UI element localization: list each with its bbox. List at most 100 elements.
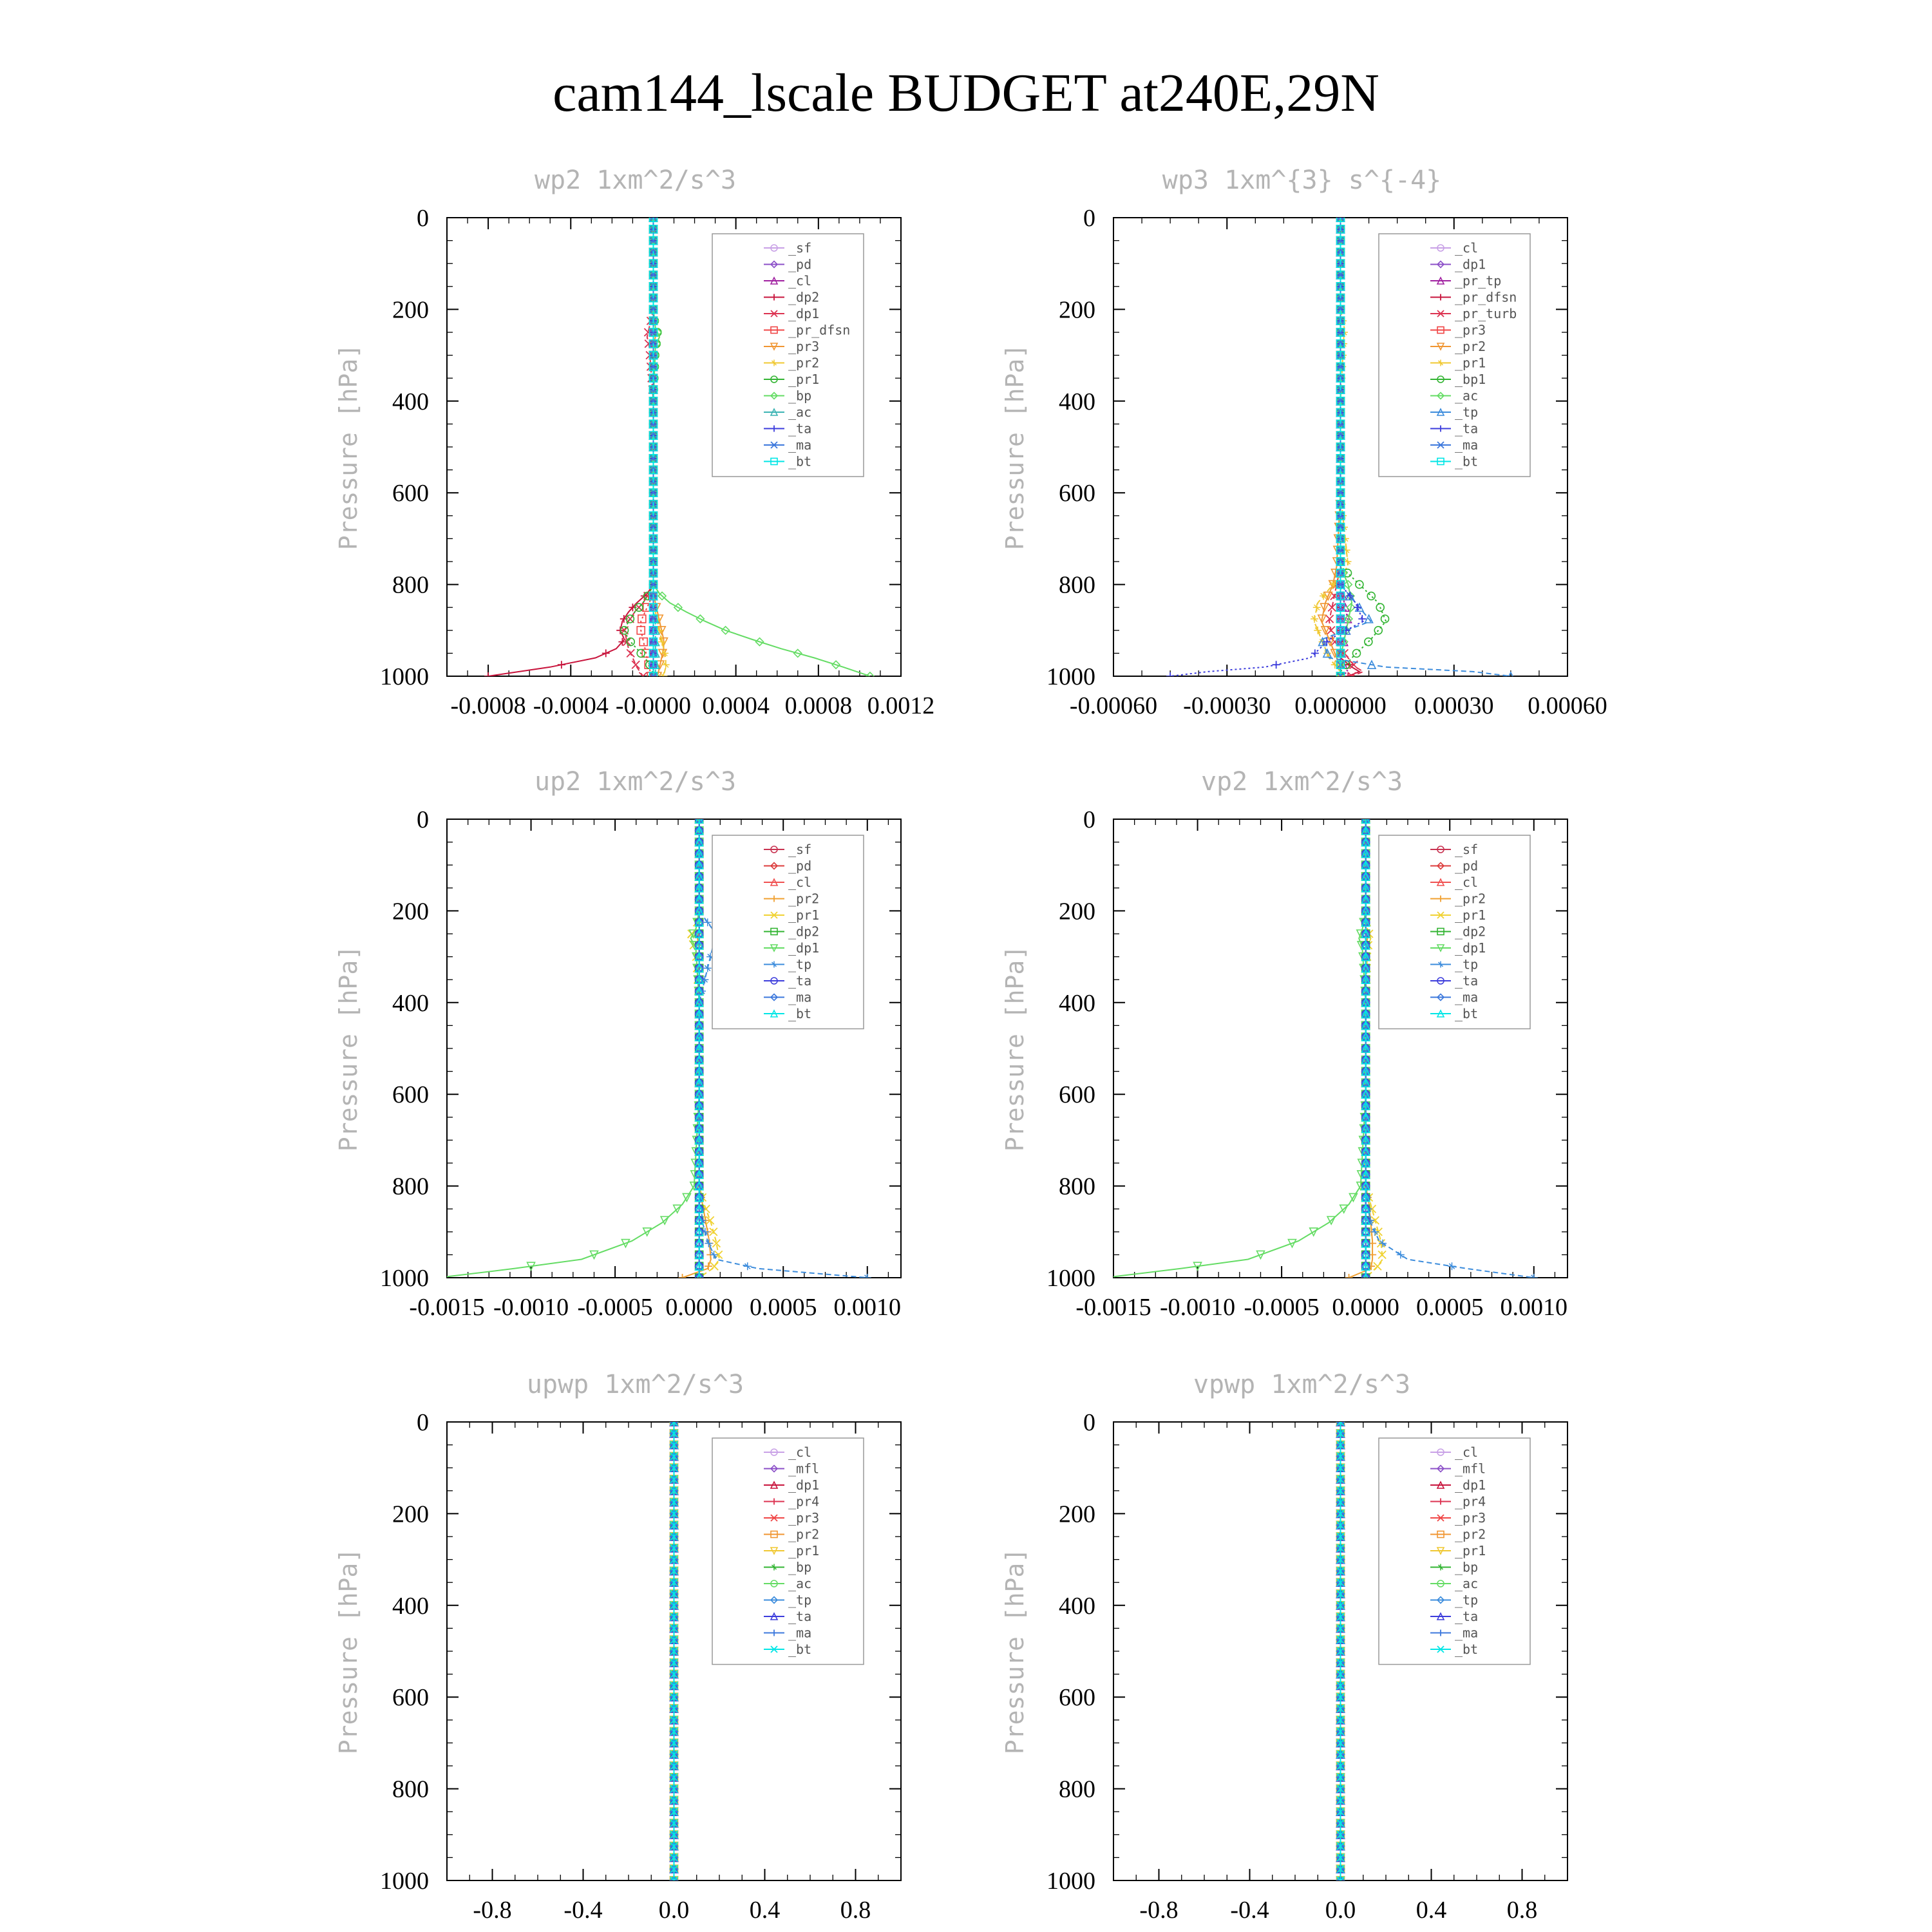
legend-marker (770, 408, 779, 416)
series-marker-bt (694, 1066, 704, 1076)
legend-marker (771, 961, 777, 968)
legend-label: _bt (788, 1642, 811, 1657)
legend-label: _pr3 (1455, 323, 1486, 338)
series-marker-bp (696, 614, 705, 624)
legend-label: _pd (788, 257, 811, 272)
legend-label: _sf (788, 240, 811, 256)
series-marker-bt (1336, 1566, 1345, 1576)
y-tick-label: 600 (1059, 1081, 1095, 1108)
series-marker-bt (669, 1589, 679, 1598)
series-marker-dp1 (1349, 1193, 1358, 1203)
series-marker-bt (1336, 270, 1345, 279)
series-marker-ma (649, 614, 658, 623)
legend-label: _pr1 (1455, 1543, 1486, 1558)
series-marker-bt (649, 534, 658, 544)
legend-marker (1437, 927, 1444, 936)
series-marker-ma (649, 419, 658, 429)
legend-marker (1437, 1645, 1444, 1653)
series-marker-bt (694, 1249, 704, 1260)
series-marker-bt (649, 316, 658, 326)
legend-label: _pd (1455, 858, 1478, 874)
series-marker-bt (1336, 614, 1345, 623)
series-marker-bt (649, 396, 658, 406)
series-marker-bt (694, 986, 704, 996)
series-marker-dp1 (621, 1238, 630, 1249)
legend-marker (1437, 1580, 1444, 1587)
series-marker-dp2 (601, 649, 610, 658)
series-marker-bt (694, 929, 704, 938)
series-marker-pr1 (710, 1262, 719, 1271)
series-marker-bt (1336, 1716, 1345, 1725)
legend-marker (770, 276, 779, 285)
series-marker-bp1 (1352, 649, 1361, 658)
legend-marker (770, 244, 778, 252)
series-marker-bt (1361, 837, 1370, 847)
series-marker-bt (1336, 1704, 1345, 1713)
y-tick-label: 200 (392, 1501, 429, 1528)
series-marker-bt (649, 385, 658, 394)
series-marker-bt (669, 1830, 679, 1839)
legend-label: _ac (1455, 1576, 1478, 1591)
series-marker-bt (649, 328, 658, 337)
series-marker-bt (649, 419, 658, 429)
series-marker-bt (649, 545, 658, 555)
series-marker-bt (669, 1750, 679, 1759)
x-tick-label: -0.0000 (616, 692, 691, 719)
series-marker-bt (1336, 1452, 1345, 1461)
series-marker-bt (1336, 408, 1345, 417)
series-marker-bt (1361, 1170, 1370, 1179)
series-marker-bt (1336, 1692, 1345, 1701)
series-marker-dp1 (1326, 1216, 1336, 1226)
series-marker-bt (694, 883, 704, 893)
y-tick-label: 800 (392, 1173, 429, 1200)
series-marker-bt (694, 826, 704, 835)
series-marker-bp (657, 591, 667, 601)
legend-marker (771, 425, 777, 432)
series-marker-bt (669, 1624, 679, 1633)
legend-marker (1436, 260, 1445, 269)
series-marker-bt (1336, 431, 1345, 440)
series-marker-bt (1361, 1238, 1370, 1248)
series-marker-tp (1364, 614, 1374, 623)
legend-label: _pr2 (788, 891, 819, 907)
legend-label: _pr1 (788, 372, 819, 387)
series-marker-bp (755, 637, 764, 647)
series-marker-tp (1367, 659, 1377, 669)
series-marker-bt (1336, 637, 1345, 647)
figure-title: cam144_lscale BUDGET at240E,29N (553, 63, 1379, 123)
series-marker-ma (1336, 419, 1345, 429)
series-marker-bt (1361, 917, 1370, 927)
y-axis-label: Pressure [hPa] (334, 344, 363, 550)
legend-label: _ma (1455, 990, 1478, 1005)
series-marker-bt (694, 905, 704, 916)
series-marker-ma (649, 545, 658, 554)
series-marker-bt (1336, 1440, 1345, 1450)
x-tick-label: 0.4 (1416, 1897, 1447, 1924)
series-marker-bt (1336, 603, 1345, 612)
series-marker-pr1 (625, 614, 635, 623)
series-group (1166, 218, 1513, 676)
x-tick-label: 0.00030 (1414, 692, 1494, 719)
legend-label: _ac (788, 404, 811, 420)
series-marker-ta (1166, 672, 1175, 676)
y-tick-label: 600 (1059, 480, 1095, 507)
series-marker-bt (1361, 1077, 1370, 1088)
series-marker-bt (669, 1566, 679, 1576)
legend-box (1378, 233, 1531, 477)
legend-marker (770, 1514, 778, 1522)
legend-label: _dp2 (788, 290, 819, 305)
series-marker-pr1 (1312, 603, 1321, 612)
series-marker-ma (1361, 1273, 1370, 1278)
series-marker-bt (669, 1819, 679, 1828)
legend-label: _sf (1455, 842, 1478, 857)
x-tick-label: 0.000000 (1294, 692, 1387, 719)
series-marker-bp (793, 649, 802, 658)
series-marker-bt (694, 1112, 704, 1122)
series-marker-pr2 (661, 649, 669, 658)
series-marker-bt (1336, 1509, 1345, 1519)
x-tick-label: -0.00060 (1070, 692, 1157, 719)
x-tick-label: 0.0008 (785, 692, 853, 719)
series-marker-pr2 (705, 1262, 713, 1271)
series-marker-bt (1336, 1578, 1345, 1587)
legend-marker (1436, 944, 1445, 952)
